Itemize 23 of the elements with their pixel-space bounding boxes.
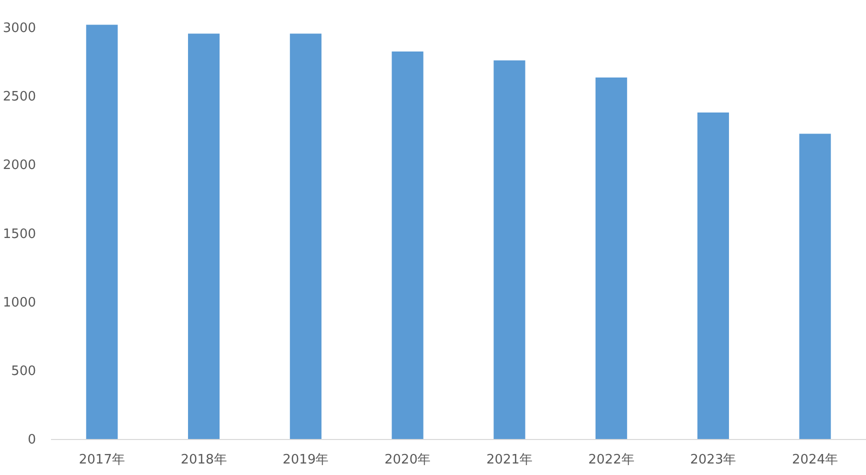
y-tick-label: 1500 <box>2 226 36 242</box>
y-tick-label: 2000 <box>2 158 36 174</box>
x-tick-label: 2017年 <box>78 452 125 468</box>
bar <box>290 34 322 439</box>
y-tick-label: 1000 <box>2 295 36 310</box>
bar <box>799 134 831 439</box>
x-tick-label: 2020年 <box>384 452 431 468</box>
bar <box>596 78 628 439</box>
bar <box>392 51 424 439</box>
x-tick-label: 2022年 <box>588 452 634 468</box>
y-tick-label: 3000 <box>2 20 36 36</box>
bar <box>86 24 118 439</box>
x-tick-label: 2024年 <box>792 452 838 468</box>
y-tick-label: 0 <box>28 432 36 448</box>
y-tick-label: 500 <box>11 364 36 379</box>
x-tick-label: 2018年 <box>180 452 227 468</box>
x-tick-label: 2019年 <box>282 452 329 468</box>
bar <box>494 60 526 439</box>
bar <box>697 112 729 439</box>
y-tick-label: 2500 <box>2 90 36 105</box>
x-tick-label: 2023年 <box>690 452 736 468</box>
bar <box>188 34 220 439</box>
x-tick-label: 2021年 <box>486 452 532 468</box>
